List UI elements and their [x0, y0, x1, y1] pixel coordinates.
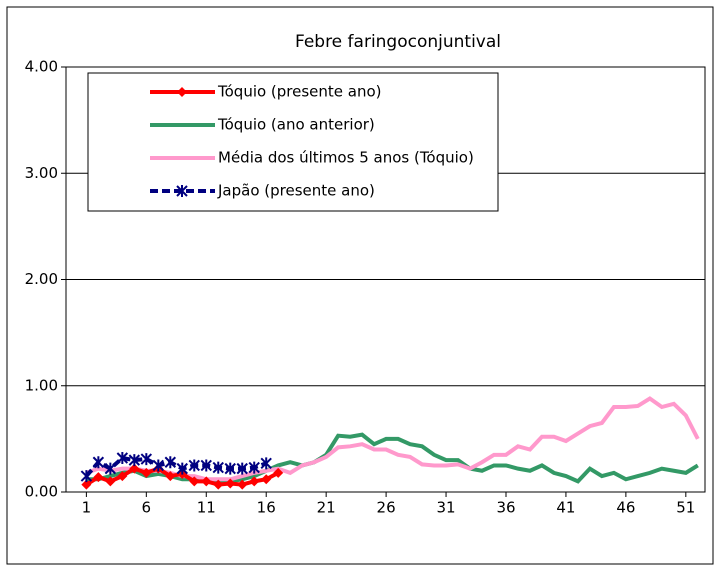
x-tick-label: 1 [82, 499, 92, 517]
marker [260, 457, 272, 470]
legend-label: Média dos últimos 5 anos (Tóquio) [218, 149, 474, 167]
marker [92, 456, 105, 469]
marker [189, 476, 200, 487]
x-tick-label: 31 [436, 499, 455, 517]
marker [104, 462, 117, 475]
marker [213, 479, 224, 490]
marker [176, 462, 188, 475]
legend-label: Japão (presente ano) [217, 182, 375, 200]
y-tick-label: 0.00 [25, 483, 58, 501]
x-tick-label: 51 [676, 499, 695, 517]
marker [249, 476, 260, 487]
marker [81, 479, 92, 490]
marker [261, 474, 272, 485]
marker [165, 471, 176, 482]
marker [236, 462, 248, 475]
marker [105, 476, 116, 487]
marker [141, 467, 152, 478]
marker [188, 459, 200, 472]
marker [224, 462, 236, 475]
marker [152, 459, 165, 472]
marker [273, 467, 284, 478]
x-tick-label: 6 [142, 499, 152, 517]
marker [116, 452, 129, 464]
x-tick-label: 41 [556, 499, 575, 517]
y-tick-label: 4.00 [25, 58, 58, 76]
legend-box [87, 72, 499, 212]
marker [140, 453, 153, 466]
x-tick-label: 26 [377, 499, 396, 517]
series-line [84, 455, 267, 478]
marker [128, 454, 141, 467]
x-tick-label: 11 [197, 499, 216, 517]
marker [201, 476, 212, 487]
x-tick-label: 21 [317, 499, 336, 517]
marker [93, 472, 104, 483]
marker [117, 471, 128, 482]
marker [200, 459, 212, 472]
marker [164, 456, 177, 469]
legend-marker [176, 185, 188, 197]
marker [129, 463, 140, 474]
marker [212, 461, 224, 474]
marker [80, 470, 93, 483]
x-tick-label: 16 [257, 499, 276, 517]
marker [248, 461, 260, 474]
legend-label: Tóquio (ano anterior) [217, 116, 375, 134]
marker [237, 479, 248, 490]
legend-marker [177, 87, 187, 97]
marker [225, 478, 236, 489]
x-tick-label: 36 [496, 499, 515, 517]
x-tick-label: 46 [616, 499, 635, 517]
y-tick-label: 3.00 [25, 164, 58, 182]
y-tick-label: 1.00 [25, 376, 58, 394]
legend-label: Tóquio (presente ano) [217, 83, 382, 101]
y-tick-label: 2.00 [25, 270, 58, 288]
chart-title: Febre faringoconjuntival [295, 32, 501, 52]
